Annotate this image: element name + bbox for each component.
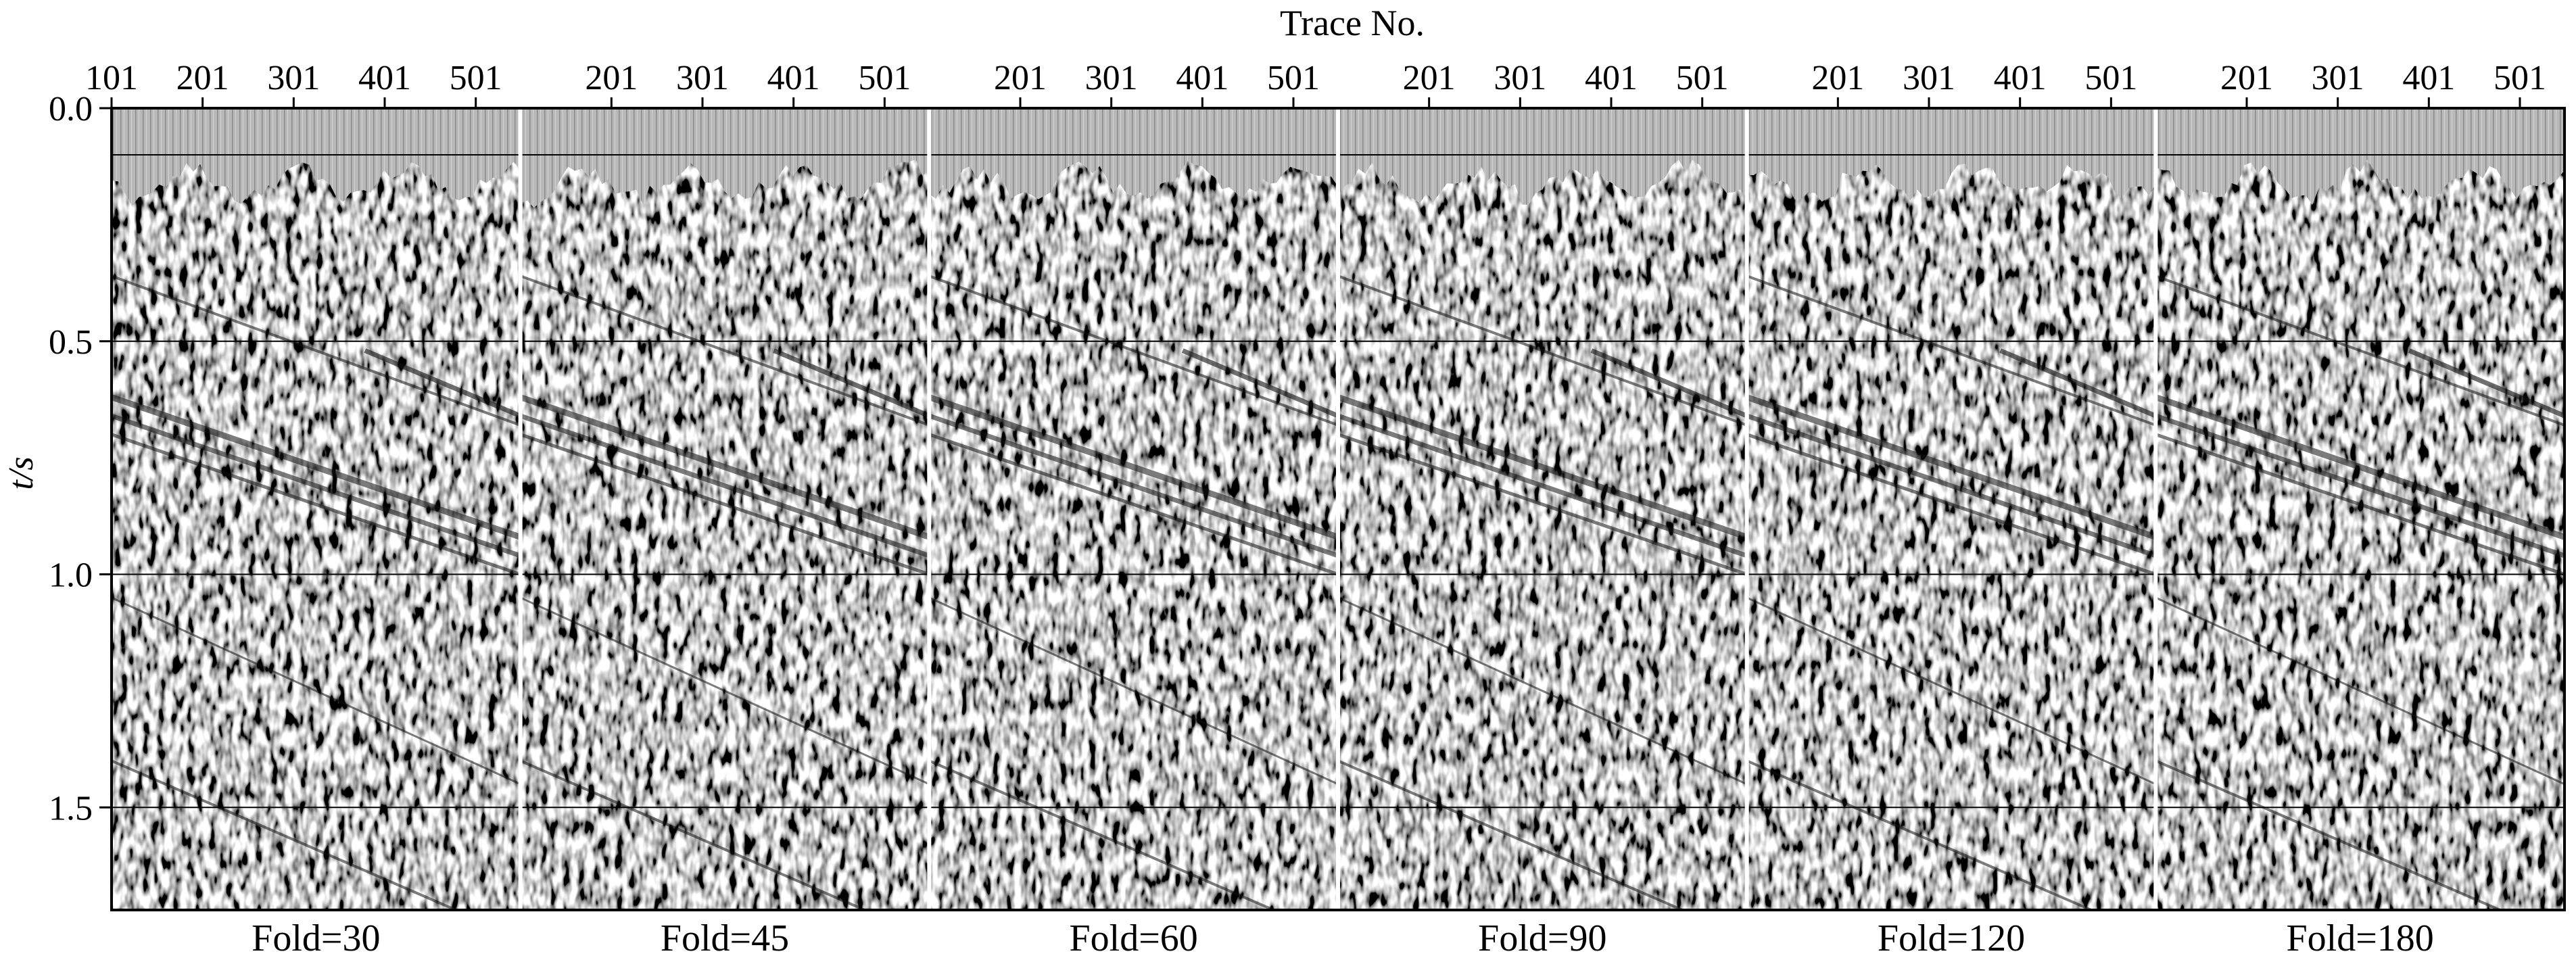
muted-zone-panel-6 (2155, 108, 2565, 205)
panel-label: Fold=45 (661, 917, 789, 958)
muted-zone-panel-1 (112, 108, 521, 206)
reflection-event (928, 274, 1339, 427)
reflection-event (928, 759, 1277, 910)
reflection-event (112, 433, 521, 576)
reflection-event (928, 433, 1339, 576)
muted-zone-panel-3 (929, 108, 1338, 199)
panel-label: Fold=60 (1070, 917, 1198, 958)
reflection-events (112, 274, 2565, 910)
reflection-event (1746, 759, 2095, 910)
muted-zone-panel-4 (1338, 108, 1747, 205)
x-tick-label: 301 (1903, 59, 1955, 97)
x-tick-label: 101 (85, 59, 138, 97)
reflection-event (112, 413, 521, 558)
reflection-event (112, 596, 521, 786)
x-tick-label: 201 (994, 59, 1047, 97)
x-tick-label: 201 (1403, 59, 1456, 97)
panel-label: Fold=180 (2287, 917, 2434, 958)
plot-frame (110, 107, 2566, 911)
reflection-event (1337, 274, 1748, 427)
panel-labels: Fold=30 Fold=45 Fold=60 Fold=90 Fold=120 Fold… (252, 917, 2434, 958)
x-axis-title: Trace No. (1280, 3, 1425, 43)
reflection-event (1337, 433, 1748, 576)
reflection-event (112, 394, 522, 540)
x-tick-label: 301 (1085, 59, 1138, 97)
reflection-event (1746, 274, 2157, 427)
x-tick-label: 301 (1494, 59, 1546, 97)
panel-label: Fold=120 (1878, 917, 2025, 958)
x-tick-label: 401 (767, 59, 820, 97)
reflection-event (519, 433, 930, 576)
panel-separators (518, 110, 2158, 909)
panel-label: Fold=30 (252, 917, 380, 958)
reflection-event (1337, 394, 1748, 540)
reflection-event (1337, 759, 1686, 910)
reflection-event (520, 596, 930, 786)
y-tick-label: 0.5 (49, 323, 93, 362)
reflection-event (1337, 413, 1748, 558)
reflection-event (519, 274, 930, 427)
reflection-event (1746, 433, 2157, 576)
x-tick-label: 401 (2402, 59, 2455, 97)
x-tick-label: 301 (2312, 59, 2364, 97)
reflection-event (2155, 274, 2565, 427)
x-tick-label: 401 (1994, 59, 2047, 97)
y-axis: 0.0 0.5 1.0 1.5 (49, 90, 112, 828)
reflection-event (2154, 394, 2565, 540)
x-tick-label: 201 (2220, 59, 2273, 97)
reflection-event (1746, 413, 2157, 558)
y-tick-label: 0.0 (49, 90, 93, 128)
reflection-event (928, 413, 1339, 558)
y-axis-label: t/s (2, 456, 41, 489)
reflection-event (1746, 394, 2157, 540)
panel-label: Fold=90 (1478, 917, 1606, 958)
reflection-event (2155, 759, 2504, 910)
x-tick-label: 501 (450, 59, 502, 97)
reflection-event (928, 596, 1339, 786)
reflection-event (2155, 433, 2565, 576)
muted-zone-panel-2 (520, 108, 930, 208)
reflection-event (1181, 348, 1339, 418)
x-tick-label: 501 (2084, 59, 2137, 97)
reflection-event (1590, 348, 1748, 418)
x-tick-label: 201 (1811, 59, 1864, 97)
reflection-event (519, 759, 868, 910)
reflection-event (1999, 348, 2157, 418)
x-tick-label: 401 (1176, 59, 1229, 97)
y-tick-label: 1.0 (49, 556, 93, 595)
reflection-event (1746, 596, 2156, 786)
reflection-event (519, 394, 930, 540)
y-tick-label: 1.5 (49, 789, 93, 828)
reflection-event (112, 759, 460, 910)
reflection-event (928, 394, 1339, 540)
x-tick-label: 401 (1585, 59, 1638, 97)
x-tick-label: 201 (585, 59, 638, 97)
x-tick-label: 201 (176, 59, 229, 97)
x-tick-label: 501 (2494, 59, 2546, 97)
reflection-event (1337, 596, 1748, 786)
x-tick-label: 501 (858, 59, 911, 97)
reflection-event (2155, 596, 2565, 786)
reflection-event (364, 348, 522, 418)
x-tick-label: 501 (1676, 59, 1729, 97)
x-tick-label: 301 (676, 59, 729, 97)
x-tick-label: 401 (358, 59, 411, 97)
x-tick-label: 301 (267, 59, 320, 97)
x-tick-label: 501 (1267, 59, 1320, 97)
reflection-event (2408, 348, 2565, 418)
reflection-event (519, 413, 930, 558)
reflection-event (2155, 413, 2565, 558)
muted-zone (112, 108, 2565, 208)
x-axis: 101 201 301 401 501 201 301 401 501 201 301 401 501 2… (85, 59, 2546, 108)
reflection-event (773, 348, 930, 418)
reflection-event (112, 274, 521, 427)
